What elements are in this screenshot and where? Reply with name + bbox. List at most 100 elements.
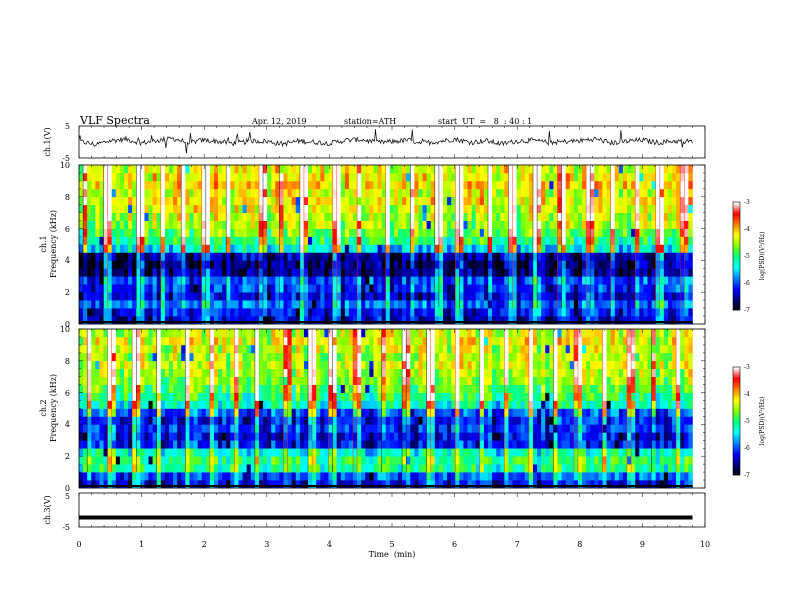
spectrogram-cell <box>123 196 129 206</box>
spectrogram-cell <box>340 392 346 401</box>
spectrogram-cell <box>385 316 391 325</box>
spectrogram-cell <box>152 392 158 401</box>
spectrogram-cell <box>516 292 522 301</box>
spectrogram-cell <box>328 432 333 441</box>
spectrogram-cell <box>365 424 370 433</box>
spectrogram-cell <box>197 392 202 401</box>
spectrogram-cell <box>218 456 223 465</box>
spectrogram-cell <box>365 236 370 245</box>
spectrogram-cell <box>238 344 243 354</box>
spectrogram-cell <box>602 204 607 213</box>
spectrogram-cell <box>414 432 419 441</box>
spectrogram-cell <box>128 392 133 401</box>
spectrogram-cell <box>209 432 215 441</box>
spectrogram-cell <box>569 172 575 182</box>
spectrogram-cell <box>377 284 382 293</box>
spectrogram-cell <box>361 440 366 449</box>
spectrogram-cell <box>193 368 198 377</box>
spectrogram-cell <box>602 316 607 325</box>
spectrogram-cell <box>148 416 153 425</box>
spectrogram-cell <box>398 236 403 245</box>
spectrogram-cell <box>99 464 104 473</box>
spectrogram-cell <box>173 308 178 317</box>
spectrogram-cell <box>357 408 362 417</box>
spectrogram-cell <box>586 180 591 190</box>
spectrogram-cell <box>291 196 297 206</box>
spectrogram-cell <box>291 448 297 457</box>
spectrogram-cell <box>136 400 141 409</box>
spectrogram-cell <box>627 188 632 198</box>
spectrogram-cell <box>398 480 403 489</box>
spectrogram-cell <box>348 464 354 473</box>
spectrogram-cell <box>328 392 333 401</box>
spectrogram-cell <box>541 276 546 285</box>
spectrogram-cell <box>398 220 403 229</box>
spectrogram-cell <box>123 165 129 174</box>
spectrogram-cell <box>504 260 509 269</box>
spectrogram-cell <box>475 220 481 229</box>
spectrogram-cell <box>242 360 247 370</box>
spectrogram-cell <box>373 432 378 441</box>
spectrogram-cell <box>365 336 370 346</box>
spectrogram-cell <box>483 188 489 198</box>
spectrogram-cell <box>647 292 652 301</box>
spectrogram-cell <box>156 172 162 182</box>
spectrogram-cell <box>410 408 415 417</box>
spectrogram-cell <box>479 316 485 325</box>
spectrogram-cell <box>148 300 153 309</box>
spectrogram-cell <box>177 456 182 465</box>
spectrogram-cell <box>164 400 170 409</box>
spectrogram-cell <box>189 316 194 325</box>
spectrogram-cell <box>402 172 407 182</box>
spectrogram-cell <box>332 276 337 285</box>
spectrogram-cell <box>79 392 84 401</box>
spectrogram-cell <box>537 308 542 317</box>
spectrogram-cell <box>111 408 117 417</box>
spectrogram-cell <box>119 292 125 301</box>
spectrogram-cell <box>312 260 317 269</box>
spectrogram-cell <box>622 204 628 213</box>
spectrogram-cell <box>275 400 280 409</box>
spectrogram-cell <box>83 180 88 190</box>
spectrogram-cell <box>164 352 170 362</box>
spectrogram-cell <box>430 284 436 293</box>
spectrogram-cell <box>610 228 616 237</box>
spectrogram-cell <box>340 440 346 449</box>
spectrogram-cell <box>332 416 337 425</box>
spectrogram-cell <box>164 416 170 425</box>
spectrogram-cell <box>181 360 186 370</box>
spectrogram-cell <box>250 344 256 354</box>
spectrogram-cell <box>279 180 284 190</box>
spectrogram-cell <box>213 464 219 473</box>
spectrogram-cell <box>557 188 562 198</box>
spectrogram-cell <box>422 180 427 190</box>
spectrogram-cell <box>79 165 84 174</box>
spectrogram-cell <box>238 300 243 309</box>
spectrogram-cell <box>557 212 562 221</box>
spectrogram-cell <box>254 416 260 425</box>
spectrogram-cell <box>389 440 395 449</box>
spectrogram-cell <box>614 228 620 237</box>
spectrogram-cell <box>598 236 603 245</box>
spectrogram-cell <box>128 196 133 206</box>
spectrogram-cell <box>119 284 125 293</box>
spectrogram-cell <box>512 236 517 245</box>
spectrogram-cell <box>103 188 108 198</box>
spectrogram-cell <box>103 220 108 229</box>
spectrogram-cell <box>443 316 448 325</box>
spectrogram-cell <box>246 424 252 433</box>
ch1-ytick-top: 5 <box>65 122 70 131</box>
spectrogram-cell <box>565 228 571 237</box>
spectrogram-cell <box>173 188 178 198</box>
spectrogram-cell <box>189 432 194 441</box>
spectrogram-cell <box>263 260 268 269</box>
spectrogram-cell <box>279 244 284 253</box>
spectrogram-cell <box>504 228 509 237</box>
spectrogram-cell <box>156 268 162 277</box>
spectrogram-cell <box>365 360 370 370</box>
spectrogram-cell <box>95 480 100 489</box>
spectrogram-cell <box>99 165 104 174</box>
spectrogram-cell <box>246 376 252 385</box>
spectrogram-cell <box>87 432 92 441</box>
spectrogram-cell <box>467 260 472 269</box>
